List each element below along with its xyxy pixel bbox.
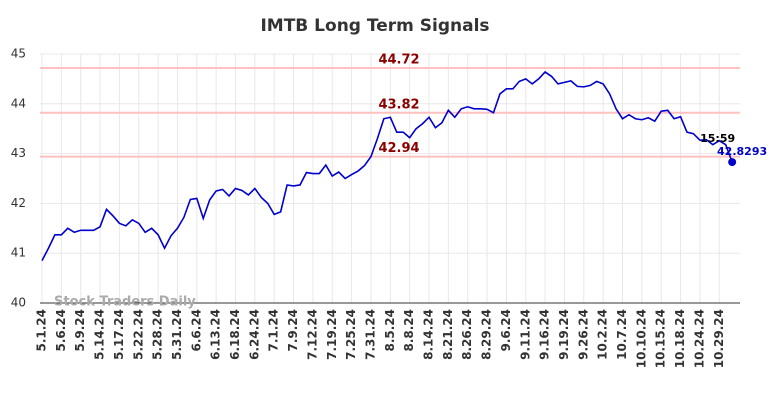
x-tick-label: 5.22.24 bbox=[131, 309, 145, 360]
x-tick-label: 8.8.24 bbox=[402, 309, 416, 352]
x-tick-label: 6.24.24 bbox=[247, 309, 261, 360]
x-tick-label: 5.28.24 bbox=[151, 309, 165, 360]
y-tick-label: 43 bbox=[11, 146, 26, 160]
last-point bbox=[728, 158, 737, 167]
chart-title: IMTB Long Term Signals bbox=[260, 16, 489, 36]
x-tick-label: 10.7.24 bbox=[615, 309, 629, 360]
last-value: 42.8293 bbox=[717, 145, 767, 158]
x-tick-label: 9.16.24 bbox=[538, 309, 552, 360]
level-label: 42.94 bbox=[378, 141, 419, 156]
watermark: Stock Traders Daily bbox=[54, 295, 196, 310]
x-tick-label: 9.6.24 bbox=[499, 309, 513, 352]
level-label: 43.82 bbox=[378, 97, 419, 112]
x-tick-label: 5.9.24 bbox=[73, 309, 87, 352]
x-tick-label: 5.17.24 bbox=[112, 309, 126, 360]
x-tick-label: 9.19.24 bbox=[557, 309, 571, 360]
x-tick-label: 7.9.24 bbox=[286, 309, 300, 352]
x-tick-label: 9.26.24 bbox=[576, 309, 590, 360]
x-tick-label: 10.10.24 bbox=[634, 309, 648, 368]
x-tick-label: 10.24.24 bbox=[692, 309, 706, 368]
x-tick-label: 5.1.24 bbox=[35, 309, 49, 352]
last-time: 15:59 bbox=[700, 132, 735, 145]
x-tick-label: 5.31.24 bbox=[170, 309, 184, 360]
level-label: 44.72 bbox=[378, 52, 419, 67]
x-tick-label: 7.1.24 bbox=[267, 309, 281, 352]
x-tick-label: 6.6.24 bbox=[189, 309, 203, 352]
x-tick-label: 7.12.24 bbox=[305, 309, 319, 360]
x-tick-label: 6.18.24 bbox=[228, 309, 242, 360]
y-tick-label: 44 bbox=[11, 96, 26, 110]
x-tick-label: 8.14.24 bbox=[422, 309, 436, 360]
y-tick-label: 45 bbox=[11, 47, 26, 61]
x-tick-label: 7.31.24 bbox=[363, 309, 377, 360]
x-tick-label: 5.6.24 bbox=[54, 309, 68, 352]
x-tick-label: 10.29.24 bbox=[712, 309, 726, 368]
x-tick-label: 5.14.24 bbox=[93, 309, 107, 360]
x-tick-label: 8.26.24 bbox=[460, 309, 474, 360]
y-tick-label: 40 bbox=[11, 296, 26, 310]
x-tick-label: 8.29.24 bbox=[480, 309, 494, 360]
y-tick-label: 42 bbox=[11, 196, 26, 210]
x-tick-label: 9.11.24 bbox=[518, 309, 532, 360]
x-tick-label: 10.2.24 bbox=[596, 309, 610, 360]
price-line bbox=[41, 70, 733, 262]
x-tick-label: 7.25.24 bbox=[344, 309, 358, 360]
x-tick-label: 10.15.24 bbox=[654, 309, 668, 368]
x-tick-label: 7.19.24 bbox=[325, 309, 339, 360]
x-tick-label: 8.21.24 bbox=[441, 309, 455, 360]
x-tick-label: 10.18.24 bbox=[673, 309, 687, 368]
x-tick-label: 8.5.24 bbox=[383, 309, 397, 352]
y-tick-label: 41 bbox=[11, 246, 26, 260]
x-tick-label: 6.13.24 bbox=[209, 309, 223, 360]
